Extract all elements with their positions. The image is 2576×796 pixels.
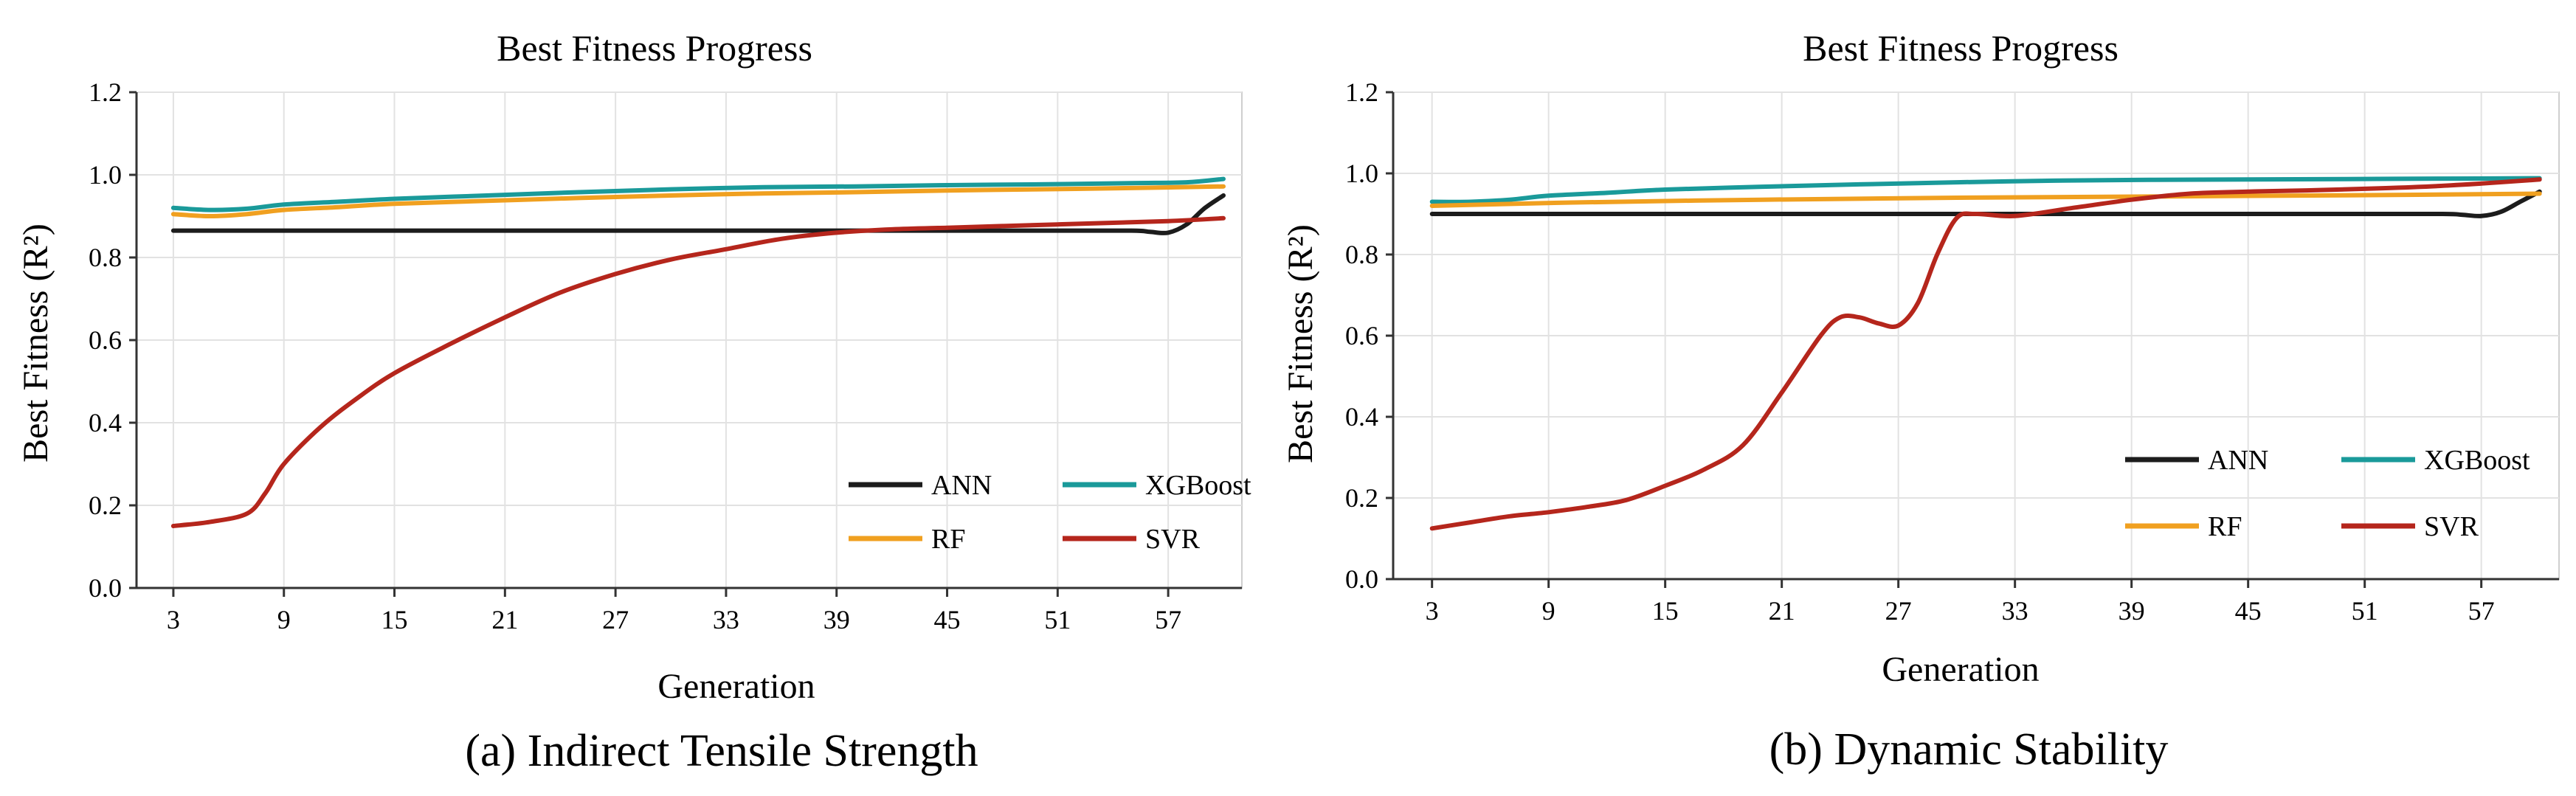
x-tick-label: 57: [1155, 605, 1181, 634]
y-tick-label: 0.6: [1345, 321, 1378, 350]
x-axis-label: Generation: [657, 667, 815, 706]
chart-panel-a: Best Fitness Progress 0.0 0.2 0.4 0.6 0.8 1.0…: [16, 27, 1251, 776]
y-tick-label: 1.2: [89, 77, 122, 107]
legend-item-ann: ANN: [849, 470, 992, 501]
series-layer: [170, 176, 1226, 528]
x-tick-label: 3: [1426, 596, 1439, 626]
figure-caption: (a) Indirect Tensile Strength: [465, 726, 978, 776]
legend-item-rf: RF: [2125, 511, 2242, 542]
chart-panel-b: Best Fitness Progress 0.0 0.2 0.4 0.6 0.8 1.0…: [1281, 27, 2560, 775]
axes: 0.00.20.40.60.81.01.23 9 15 21 27 33 39 45 51 57: [89, 77, 1242, 634]
x-tick-label: 45: [934, 605, 961, 634]
x-tick-label: 39: [823, 605, 850, 634]
y-tick-label: 1.0: [1345, 159, 1378, 188]
y-tick-label: 0.4: [89, 408, 122, 437]
series-line-svr: [1429, 177, 2542, 531]
x-tick-label: 27: [1885, 596, 1912, 626]
legend: ANN XGBoost RF SVR: [2125, 445, 2530, 542]
axes: 0.00.20.40.60.81.01.23 9 15 21 27 33 39 45 51 57: [1345, 77, 2559, 626]
x-tick-label: 9: [1542, 596, 1555, 626]
legend-label: XGBoost: [2424, 445, 2530, 476]
series-line-rf: [170, 184, 1226, 218]
x-axis-label: Generation: [1882, 650, 2039, 689]
x-tick-label: 21: [1769, 596, 1795, 626]
series-line-rf: [1429, 191, 2542, 208]
legend-item-ann: ANN: [2125, 445, 2268, 476]
legend-label: SVR: [2424, 511, 2479, 542]
legend-label: XGBoost: [1145, 470, 1251, 501]
y-tick-label: 1.0: [89, 160, 122, 190]
legend-item-rf: RF: [849, 524, 965, 555]
chart-title: Best Fitness Progress: [497, 27, 812, 69]
y-tick-label: 0.6: [89, 325, 122, 355]
legend-item-svr: SVR: [2341, 511, 2479, 542]
x-tick-label: 39: [2119, 596, 2145, 626]
series-line-xgboost: [170, 176, 1226, 212]
x-tick-label: 15: [381, 605, 408, 634]
y-tick-label: 0.4: [1345, 402, 1378, 432]
x-tick-label: 9: [277, 605, 291, 634]
x-tick-label: 3: [167, 605, 180, 634]
y-axis-label: Best Fitness (R²): [16, 224, 55, 463]
legend-label: RF: [2208, 511, 2242, 542]
y-axis-label: Best Fitness (R²): [1281, 224, 1320, 463]
legend-label: ANN: [2208, 445, 2268, 476]
legend-label: ANN: [931, 470, 992, 501]
y-tick-label: 0.8: [1345, 240, 1378, 269]
series-line-ann: [1429, 189, 2542, 218]
x-tick-label: 51: [1044, 605, 1071, 634]
grid: [136, 91, 1243, 589]
series-layer: [1429, 176, 2542, 531]
legend-item-xgboost: XGBoost: [1063, 470, 1251, 501]
x-tick-label: 51: [2352, 596, 2378, 626]
x-tick-label: 33: [713, 605, 739, 634]
x-tick-label: 57: [2468, 596, 2495, 626]
figure-caption: (b) Dynamic Stability: [1769, 724, 2169, 775]
series-line-svr: [170, 215, 1226, 528]
legend-label: RF: [931, 524, 965, 555]
x-tick-label: 45: [2235, 596, 2262, 626]
grid: [1392, 91, 2560, 580]
legend-item-svr: SVR: [1063, 524, 1201, 555]
y-tick-label: 0.2: [89, 491, 122, 520]
y-tick-label: 1.2: [1345, 77, 1378, 107]
legend-item-xgboost: XGBoost: [2341, 445, 2530, 476]
x-tick-label: 27: [602, 605, 629, 634]
legend-label: SVR: [1145, 524, 1201, 555]
x-tick-label: 15: [1652, 596, 1679, 626]
y-tick-label: 0.2: [1345, 483, 1378, 513]
y-tick-label: 0.0: [89, 573, 122, 603]
x-tick-label: 21: [491, 605, 518, 634]
legend: ANN XGBoost RF SVR: [849, 470, 1251, 555]
y-tick-label: 0.8: [89, 243, 122, 272]
chart-title: Best Fitness Progress: [1803, 27, 2119, 69]
x-tick-label: 33: [2002, 596, 2028, 626]
y-tick-label: 0.0: [1345, 564, 1378, 594]
series-line-xgboost: [1429, 176, 2542, 204]
